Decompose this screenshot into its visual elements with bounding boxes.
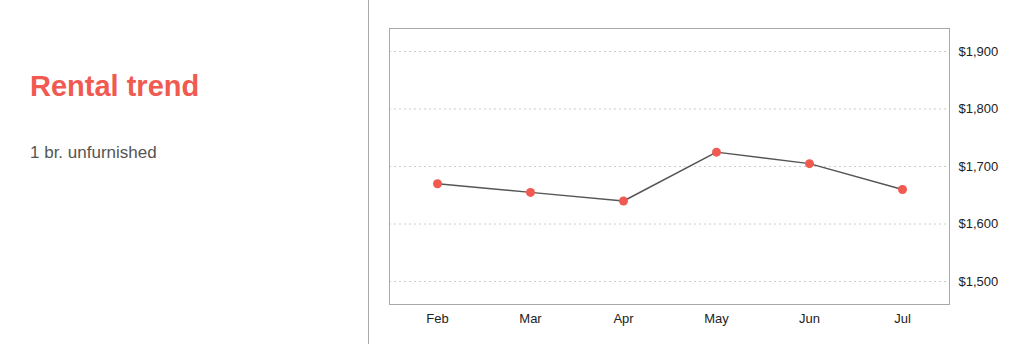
svg-text:$1,700: $1,700	[959, 159, 999, 174]
svg-text:$1,500: $1,500	[959, 274, 999, 289]
svg-text:$1,800: $1,800	[959, 101, 999, 116]
svg-text:May: May	[704, 311, 729, 326]
svg-text:Feb: Feb	[426, 311, 448, 326]
svg-text:Mar: Mar	[519, 311, 542, 326]
svg-text:$1,900: $1,900	[959, 44, 999, 59]
svg-text:$1,600: $1,600	[959, 216, 999, 231]
svg-text:Jul: Jul	[894, 311, 911, 326]
html-text:1 br. unfurnished: 1 br. unfurnished	[30, 143, 157, 162]
svg-text:Apr: Apr	[613, 311, 634, 326]
html-text:Rental trend: Rental trend	[30, 70, 200, 102]
svg-text:Jun: Jun	[799, 311, 820, 326]
